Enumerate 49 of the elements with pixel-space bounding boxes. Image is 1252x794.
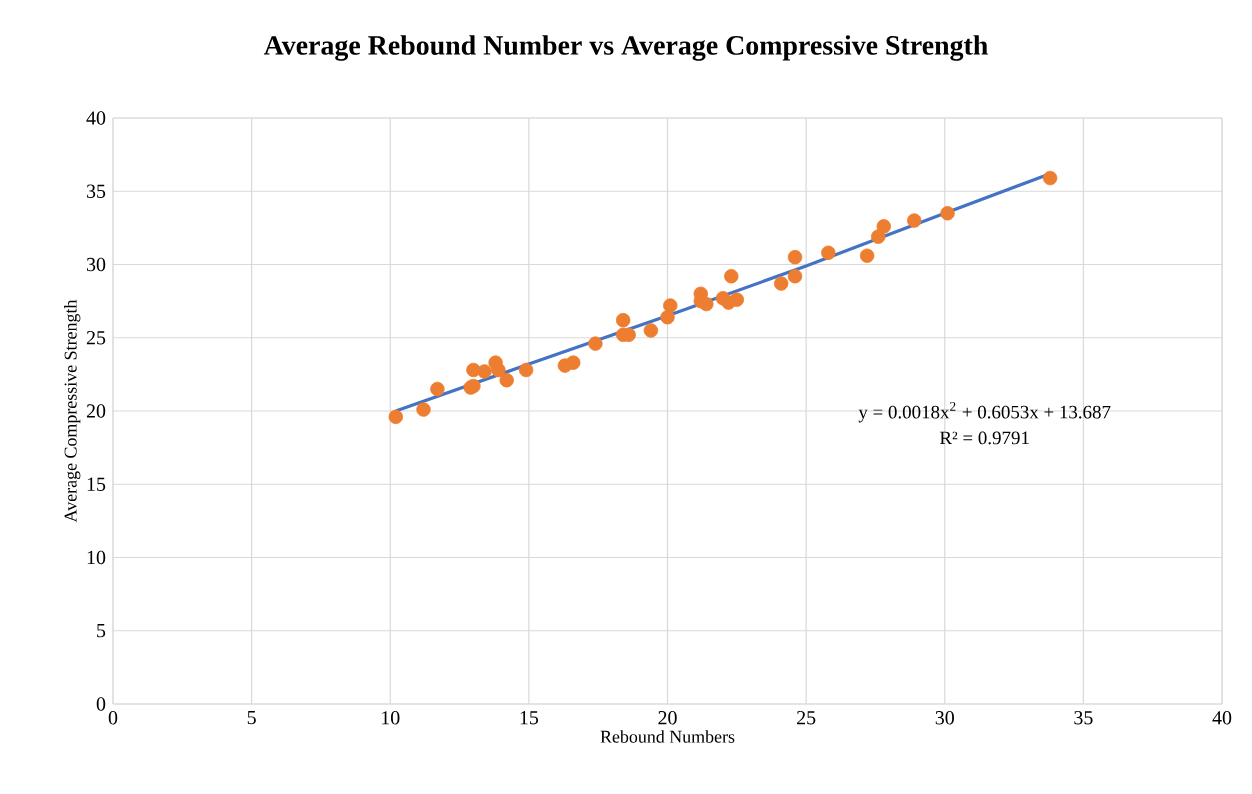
- point: [859, 248, 875, 263]
- point: [388, 409, 403, 425]
- annotation: R² = 0.9791: [939, 431, 1029, 445]
- point: [876, 219, 891, 234]
- y-tick-label: 15: [87, 477, 106, 491]
- y-tick-label: 30: [87, 257, 106, 272]
- x-tick-label: 5: [247, 711, 256, 725]
- chart-title: Average Rebound Number vs Average Compressive Strength: [263, 35, 988, 61]
- y-tick-label: 40: [86, 111, 106, 125]
- point: [660, 310, 675, 325]
- point: [588, 336, 603, 351]
- point: [1042, 170, 1058, 186]
- point: [491, 362, 506, 378]
- point: [499, 373, 514, 388]
- point: [430, 381, 445, 397]
- point: [663, 298, 678, 313]
- y-tick-label: 5: [97, 624, 106, 638]
- x-tick-label: 10: [382, 711, 400, 725]
- y-tick-label: 35: [87, 184, 106, 198]
- point: [773, 276, 789, 291]
- point: [566, 355, 581, 370]
- point: [787, 269, 803, 284]
- x-tick-label: 40: [1212, 711, 1232, 725]
- y-tick-label: 25: [86, 331, 106, 345]
- point: [416, 402, 431, 417]
- point: [615, 312, 631, 328]
- x-axis-title: Rebound Numbers: [600, 730, 735, 743]
- point: [724, 269, 739, 284]
- y-tick-label: 20: [86, 404, 106, 418]
- point: [729, 292, 745, 307]
- point: [477, 364, 492, 379]
- point: [518, 362, 534, 378]
- x-tick-label: 20: [658, 711, 677, 725]
- x-tick-label: 25: [797, 711, 816, 725]
- point: [821, 245, 836, 260]
- y-axis-title: Average Compressive Strength: [64, 299, 81, 523]
- point: [699, 296, 714, 312]
- x-tick-label: 15: [520, 711, 539, 725]
- y-tick-label: 10: [87, 550, 106, 565]
- point: [871, 229, 886, 244]
- annotation: y = 0.0018x$^{2}$ + 0.6053x + 13.687: [858, 401, 1111, 423]
- point: [643, 323, 659, 338]
- point: [787, 249, 803, 265]
- x-tick-label: 0: [108, 711, 118, 725]
- x-tick-label: 30: [935, 711, 954, 725]
- x-tick-label: 35: [1074, 711, 1093, 725]
- point: [907, 213, 922, 228]
- y-tick-label: 0: [96, 697, 106, 711]
- point: [940, 206, 955, 221]
